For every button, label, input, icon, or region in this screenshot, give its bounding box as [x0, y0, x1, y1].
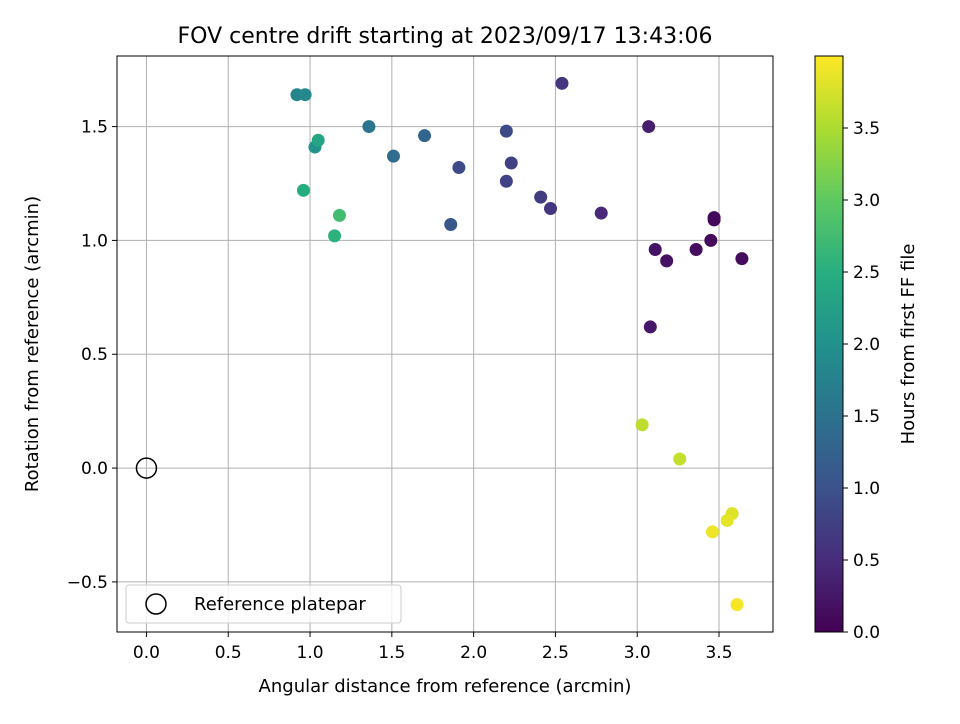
- x-tick-label: 0.5: [215, 643, 242, 663]
- y-axis-label: Rotation from reference (arcmin): [22, 196, 43, 492]
- x-tick-label: 0.0: [133, 643, 160, 663]
- data-point: [648, 243, 662, 257]
- x-tick-label: 3.5: [705, 643, 732, 663]
- data-point: [386, 149, 400, 163]
- y-tick-label: 0.5: [81, 345, 108, 365]
- x-axis: 0.0 0.5 1.0 1.5 2.0 2.5 3.0 3.5: [133, 632, 733, 663]
- data-point: [594, 206, 608, 220]
- data-point: [707, 213, 721, 227]
- colorbar-tick-label: 3.5: [853, 119, 880, 139]
- x-tick-label: 3.0: [624, 643, 651, 663]
- colorbar-gradient: [815, 56, 843, 632]
- colorbar-tick-label: 0.5: [853, 551, 880, 571]
- data-point: [705, 525, 719, 539]
- data-point: [689, 243, 703, 257]
- data-point: [504, 156, 518, 170]
- reference-point-marker: [135, 457, 158, 479]
- data-point: [296, 183, 310, 197]
- y-tick-label: 1.5: [81, 118, 108, 138]
- y-tick-label: −0.5: [67, 573, 108, 593]
- colorbar-ticks: 0.0 0.5 1.0 1.5 2.0 2.5 3.0 3.5: [843, 119, 880, 643]
- colorbar-tick-label: 0.0: [853, 623, 880, 643]
- y-axis: −0.5 0.0 0.5 1.0 1.5: [67, 118, 117, 593]
- colorbar: 0.0 0.5 1.0 1.5 2.0 2.5 3.0 3.5 Hours from firs…: [814, 55, 919, 643]
- data-point: [298, 88, 312, 102]
- x-axis-label: Angular distance from reference (arcmin): [259, 676, 632, 697]
- colorbar-tick-label: 1.5: [853, 407, 880, 427]
- chart-title: FOV centre drift starting at 2023/09/17 …: [178, 24, 713, 49]
- plot-frame: [116, 55, 774, 633]
- x-tick-label: 1.0: [297, 643, 324, 663]
- colorbar-tick-label: 1.0: [853, 479, 880, 499]
- data-point: [635, 418, 649, 432]
- data-point: [643, 320, 657, 334]
- data-point: [444, 217, 458, 231]
- data-point: [704, 233, 718, 247]
- data-point: [544, 202, 558, 216]
- x-tick-label: 2.0: [460, 643, 487, 663]
- colorbar-tick-label: 2.0: [853, 335, 880, 355]
- legend-label-reference: Reference platepar: [194, 594, 366, 615]
- data-point: [311, 133, 325, 147]
- x-tick-label: 1.5: [378, 643, 405, 663]
- legend: Reference platepar: [125, 584, 402, 624]
- data-point: [735, 252, 749, 266]
- y-tick-label: 1.0: [81, 231, 108, 251]
- data-point: [730, 598, 744, 612]
- data-point: [534, 190, 548, 204]
- data-point: [328, 229, 342, 243]
- x-tick-label: 2.5: [542, 643, 569, 663]
- data-point: [642, 120, 656, 134]
- data-point: [720, 513, 734, 527]
- data-point: [555, 76, 569, 90]
- y-tick-label: 0.0: [81, 459, 108, 479]
- data-point: [499, 124, 513, 138]
- data-point: [418, 129, 432, 143]
- data-point: [332, 208, 346, 222]
- colorbar-tick-label: 2.5: [853, 263, 880, 283]
- colorbar-label: Hours from first FF file: [898, 244, 919, 445]
- data-point: [499, 174, 513, 188]
- colorbar-tick-label: 3.0: [853, 191, 880, 211]
- data-points: [135, 76, 749, 612]
- data-point: [673, 452, 687, 466]
- data-point: [452, 161, 466, 175]
- legend-marker-reference: [145, 593, 167, 615]
- data-point: [362, 120, 376, 134]
- legend-box: [125, 584, 402, 624]
- grid-lines: [117, 56, 773, 632]
- data-point: [660, 254, 674, 268]
